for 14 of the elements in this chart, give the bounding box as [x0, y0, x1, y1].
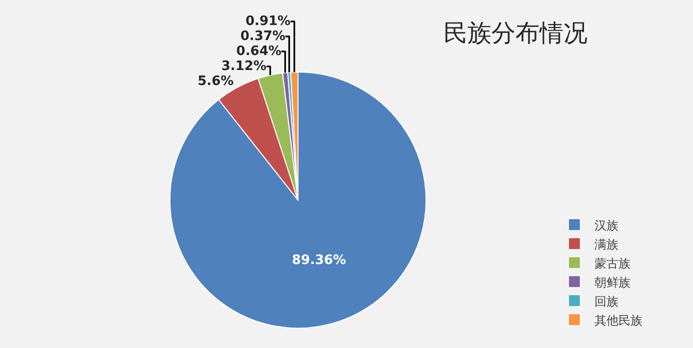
pie-slice	[169, 72, 426, 329]
data-label: 0.37%	[240, 28, 286, 44]
legend-label: 满族	[594, 237, 618, 252]
data-label: 0.64%	[236, 44, 282, 59]
data-label: 0.91%	[245, 14, 291, 29]
data-label: 89.36%	[292, 253, 346, 268]
legend-label: 回族	[594, 294, 618, 308]
legend-label: 朝鲜族	[594, 275, 630, 290]
chart-title: 民族分布情况	[444, 19, 588, 48]
legend-label: 蒙古族	[594, 256, 630, 270]
legend-label: 其他民族	[594, 313, 642, 328]
legend-label: 汉族	[594, 218, 618, 232]
data-label: 5.6%	[198, 74, 234, 89]
data-label: 3.12%	[221, 58, 266, 74]
